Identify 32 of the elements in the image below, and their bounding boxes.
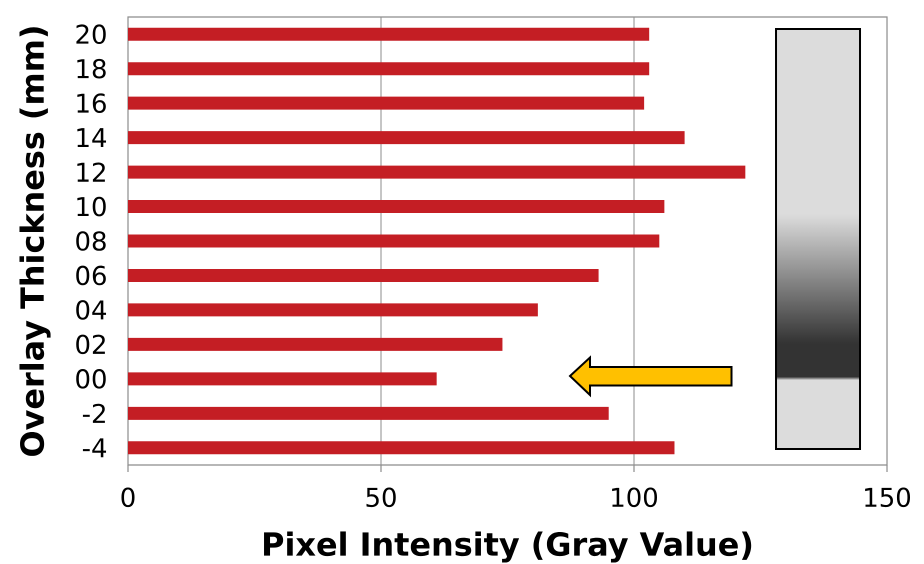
bar [128, 441, 674, 454]
bar [128, 131, 685, 144]
y-tick-label: 04 [76, 300, 106, 320]
bar [128, 28, 650, 41]
y-tick-label: 02 [76, 334, 105, 354]
y-tick-label: 16 [77, 93, 106, 113]
y-tick-label: -4 [82, 438, 106, 458]
bar [128, 96, 644, 110]
y-tick-label: 00 [76, 369, 106, 389]
y-tick-label: 10 [77, 196, 106, 216]
y-tick-label: 20 [76, 24, 106, 44]
y-axis-title: Overlay Thickness (mm) [19, 27, 51, 456]
y-tick-label: 18 [77, 58, 106, 78]
x-axis-title: Pixel Intensity (Gray Value) [264, 531, 752, 563]
bar [128, 268, 599, 282]
y-tick-label: 14 [77, 128, 106, 148]
bar [128, 62, 650, 76]
bar [128, 303, 538, 316]
y-tick-label: -2 [82, 404, 105, 423]
bar [128, 338, 502, 351]
bar [128, 200, 664, 214]
x-tick-label: 0 [121, 488, 135, 508]
bar [128, 406, 609, 420]
y-tick-label: 06 [76, 266, 106, 286]
x-tick-label: 150 [865, 488, 910, 508]
bar [128, 372, 437, 386]
y-tick-label: 08 [76, 231, 106, 251]
x-tick-label: 100 [612, 488, 657, 508]
bar [128, 166, 746, 179]
y-tick-label: 12 [77, 162, 105, 182]
bar [128, 234, 660, 248]
x-tick-label: 50 [366, 488, 396, 508]
